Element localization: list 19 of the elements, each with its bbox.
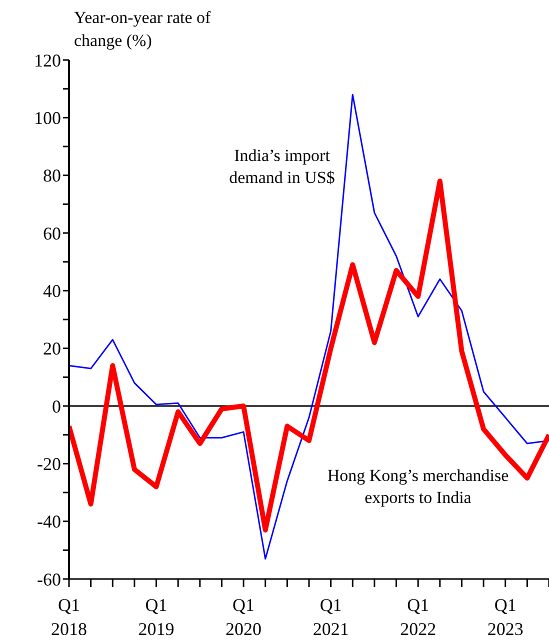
y-tick-label: 40 [43, 281, 61, 302]
x-tick-label: Q1 2019 [138, 595, 174, 639]
series-label: India’s import demand in US$ [228, 145, 336, 189]
y-tick-label: 60 [43, 223, 61, 244]
y-axis-title: Year-on-year rate of change (%) [74, 7, 212, 52]
x-tick-label: Q1 2020 [226, 595, 262, 639]
y-tick-label: 20 [43, 338, 61, 359]
y-tick-label: -20 [37, 454, 61, 474]
x-tick-label: Q1 2021 [312, 595, 349, 639]
y-tick-label: 120 [34, 50, 61, 70]
series-label: Hong Kong’s merchandise exports to India [326, 465, 510, 509]
x-tick-label: Q1 2022 [400, 595, 436, 639]
y-tick-label: -60 [37, 569, 61, 590]
y-tick-label: 80 [43, 166, 61, 186]
x-tick-label: Q1 2018 [51, 595, 87, 639]
y-tick-label: 100 [34, 108, 61, 128]
y-tick-label: 0 [52, 396, 61, 416]
y-tick-label: -40 [37, 512, 61, 532]
x-tick-label: Q1 2023 [487, 595, 524, 639]
